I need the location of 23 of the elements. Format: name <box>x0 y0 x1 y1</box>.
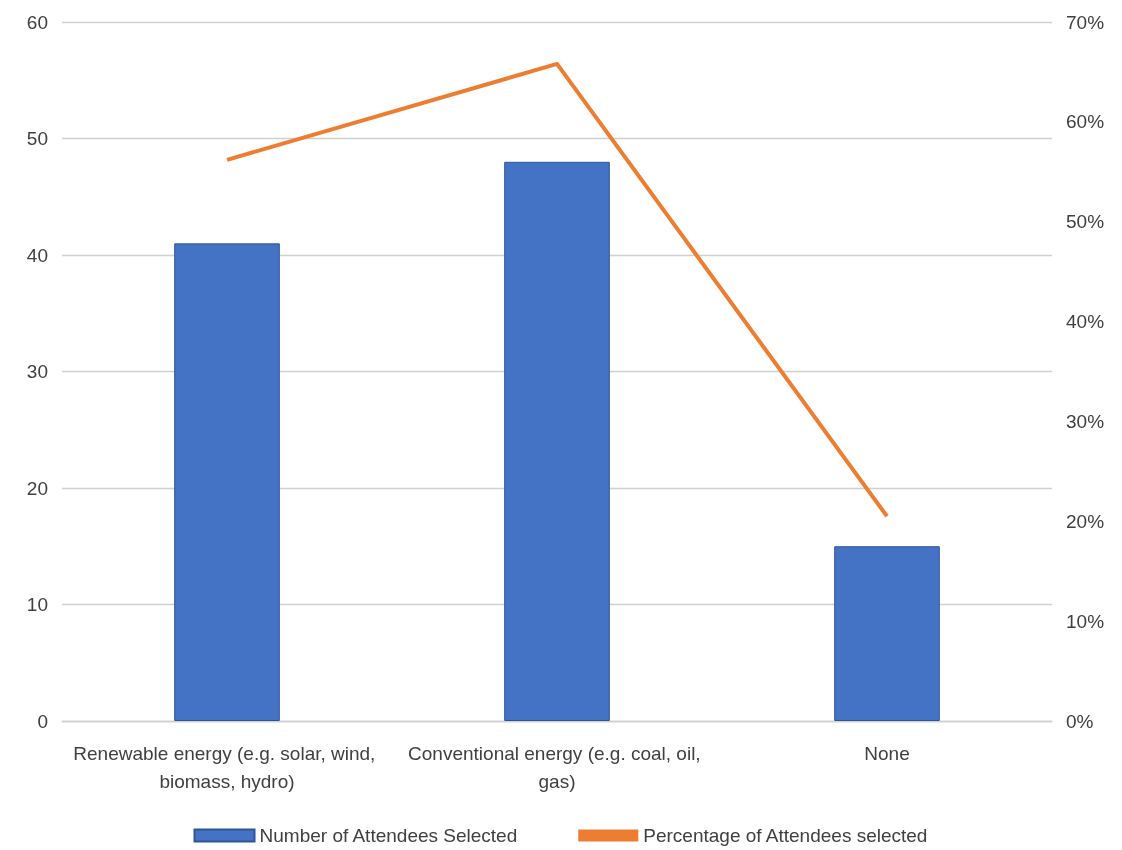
legend-label: Percentage of Attendees selected <box>643 825 928 846</box>
y-tick-label: 60 <box>26 11 48 33</box>
x-tick-label: None <box>864 742 910 764</box>
y-tick-label: 10 <box>26 594 48 615</box>
y-tick-label: 20 <box>26 477 48 499</box>
x-tick-label: Conventional energy (e.g. coal, oil, gas) <box>408 742 706 792</box>
y-tick-label: 50 <box>26 128 48 149</box>
y2-tick-label: 60% <box>1066 111 1105 133</box>
y2-tick-label: 0% <box>1066 710 1094 732</box>
y2-tick-label: 50% <box>1066 211 1105 233</box>
y-tick-label: 40 <box>26 244 48 266</box>
y-tick-label: 30 <box>26 361 48 382</box>
legend-label: Number of Attendees Selected <box>259 825 518 846</box>
y-tick-label: 0 <box>37 710 48 732</box>
y2-tick-label: 40% <box>1066 311 1105 333</box>
bar <box>834 546 940 721</box>
y2-tick-label: 20% <box>1066 510 1105 532</box>
y2-tick-label: 10% <box>1066 610 1105 632</box>
y2-tick-label: 30% <box>1066 410 1105 432</box>
y2-tick-label: 70% <box>1066 11 1105 33</box>
bar <box>504 161 610 721</box>
x-tick-label: Renewable energy (e.g. solar, wind, biomass, hydro) <box>73 742 381 792</box>
bar <box>174 243 280 721</box>
